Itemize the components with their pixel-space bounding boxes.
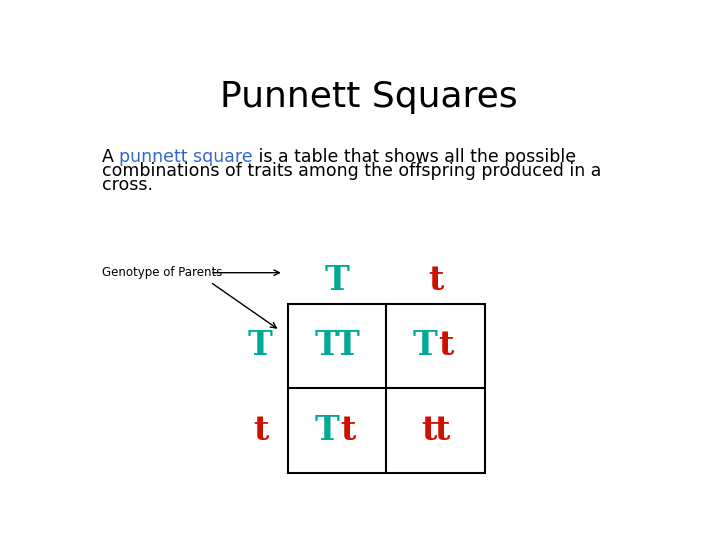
Text: Punnett Squares: Punnett Squares <box>220 80 518 114</box>
Text: T: T <box>335 329 360 362</box>
Bar <box>287 303 485 473</box>
Text: T: T <box>314 329 339 362</box>
Text: T: T <box>325 264 349 297</box>
Text: T: T <box>413 329 438 362</box>
Text: t: t <box>438 329 454 362</box>
Text: cross.: cross. <box>102 176 153 194</box>
Text: t: t <box>435 414 450 447</box>
Text: Genotype of Parents: Genotype of Parents <box>102 266 222 279</box>
Text: t: t <box>340 414 355 447</box>
Text: t: t <box>253 414 268 447</box>
Text: combinations of traits among the offspring produced in a: combinations of traits among the offspri… <box>102 162 601 180</box>
Text: A: A <box>102 148 119 166</box>
Text: T: T <box>314 414 339 447</box>
Text: t: t <box>428 264 444 297</box>
Text: is a table that shows all the possible: is a table that shows all the possible <box>253 148 576 166</box>
Text: punnett square: punnett square <box>119 148 253 166</box>
Text: t: t <box>422 414 437 447</box>
Text: T: T <box>248 329 273 362</box>
